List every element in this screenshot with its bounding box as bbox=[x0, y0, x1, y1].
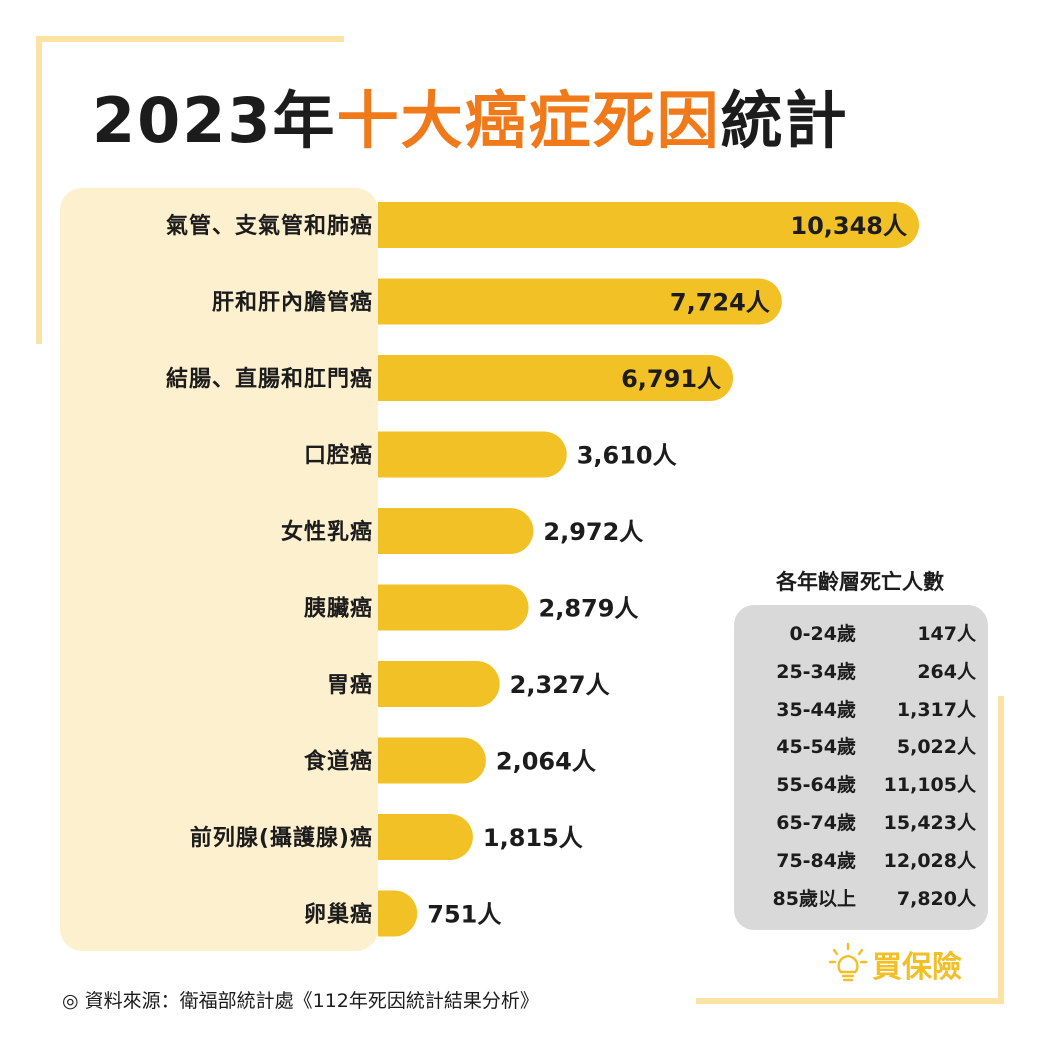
category-label-9: 卵巢癌 bbox=[304, 902, 373, 928]
age-group-label: 55-64歲 bbox=[776, 774, 856, 797]
value-label-3: 3,610人 bbox=[577, 442, 677, 470]
category-label-2: 結腸、直腸和肛門癌 bbox=[166, 366, 373, 392]
value-label-4: 2,972人 bbox=[543, 518, 643, 546]
age-group-label: 35-44歲 bbox=[776, 698, 856, 721]
age-group-label: 0-24歲 bbox=[789, 623, 856, 645]
age-row: 25-34歲 264人 bbox=[734, 653, 988, 691]
bar-7 bbox=[378, 737, 486, 784]
value-label-8: 1,815人 bbox=[483, 824, 583, 852]
bar-3 bbox=[378, 431, 567, 478]
category-label-panel bbox=[60, 188, 378, 951]
category-label-0: 氣管、支氣管和肺癌 bbox=[166, 213, 373, 239]
age-table-title: 各年齡層死亡人數 bbox=[776, 570, 944, 594]
bar-9 bbox=[378, 890, 418, 937]
logo-text: 買保險 bbox=[872, 950, 962, 985]
category-label-3: 口腔癌 bbox=[304, 443, 373, 469]
title-prefix: 2023年 bbox=[92, 84, 337, 157]
age-group-label: 25-34歲 bbox=[776, 660, 856, 683]
age-group-label: 45-54歲 bbox=[776, 736, 856, 759]
age-row: 75-84歲 12,028人 bbox=[734, 842, 988, 880]
age-group-count: 147人 bbox=[917, 623, 976, 645]
age-group-count: 11,105人 bbox=[883, 774, 976, 797]
bar-8 bbox=[378, 814, 473, 860]
frame-corner-bottom-horizontal bbox=[696, 998, 1004, 1004]
title-highlight: 十大癌症死因 bbox=[336, 84, 721, 157]
category-label-6: 胃癌 bbox=[327, 672, 373, 698]
age-row: 65-74歲 15,423人 bbox=[734, 804, 988, 842]
bar-1 bbox=[378, 278, 782, 325]
value-label-1: 7,724人 bbox=[670, 289, 770, 317]
age-row: 35-44歲 1,317人 bbox=[734, 691, 988, 729]
value-label-7: 2,064人 bbox=[496, 748, 596, 776]
bar-0 bbox=[378, 202, 919, 248]
category-label-8: 前列腺(攝護腺)癌 bbox=[190, 825, 373, 851]
frame-corner-top-horizontal bbox=[36, 36, 344, 42]
age-row: 55-64歲 11,105人 bbox=[734, 766, 988, 804]
age-row: 45-54歲 5,022人 bbox=[734, 728, 988, 766]
age-row: 0-24歲 147人 bbox=[734, 615, 988, 653]
age-table: 0-24歲 147人 25-34歲 264人 35-44歲 1,317人 45-54歲 5,0… bbox=[734, 605, 988, 930]
value-label-6: 2,327人 bbox=[510, 671, 610, 699]
age-group-count: 264人 bbox=[917, 660, 976, 683]
bar-4 bbox=[378, 508, 534, 554]
category-label-5: 胰臟癌 bbox=[304, 596, 373, 622]
category-label-1: 肝和肝內膽管癌 bbox=[212, 290, 373, 316]
category-label-7: 食道癌 bbox=[304, 749, 373, 775]
age-group-count: 15,423人 bbox=[883, 812, 976, 834]
age-group-label: 85歲以上 bbox=[772, 887, 856, 910]
frame-corner-top-vertical bbox=[36, 36, 42, 344]
source-note: ◎ 資料來源：衛福部統計處《112年死因統計結果分析》 bbox=[62, 990, 539, 1012]
age-group-count: 1,317人 bbox=[896, 698, 976, 721]
age-group-count: 5,022人 bbox=[896, 736, 976, 759]
age-row: 85歲以上 7,820人 bbox=[734, 880, 988, 918]
lightbulb-icon bbox=[828, 942, 868, 982]
brand-logo: 買保險 bbox=[828, 940, 962, 988]
title-suffix: 統計 bbox=[720, 84, 849, 157]
page-title: 2023年十大癌症死因統計 bbox=[92, 78, 849, 164]
frame-corner-bottom-vertical bbox=[998, 696, 1004, 1004]
category-label-4: 女性乳癌 bbox=[281, 519, 373, 545]
value-label-2: 6,791人 bbox=[621, 365, 721, 393]
bar-6 bbox=[378, 661, 500, 707]
age-group-label: 65-74歲 bbox=[776, 812, 856, 834]
age-group-count: 7,820人 bbox=[896, 887, 976, 910]
value-label-9: 751人 bbox=[427, 901, 501, 929]
age-group-label: 75-84歲 bbox=[776, 849, 856, 872]
value-label-5: 2,879人 bbox=[539, 595, 639, 623]
bar-2 bbox=[378, 355, 734, 401]
bar-5 bbox=[378, 584, 529, 631]
value-label-0: 10,348人 bbox=[790, 212, 907, 240]
age-group-count: 12,028人 bbox=[883, 849, 976, 872]
